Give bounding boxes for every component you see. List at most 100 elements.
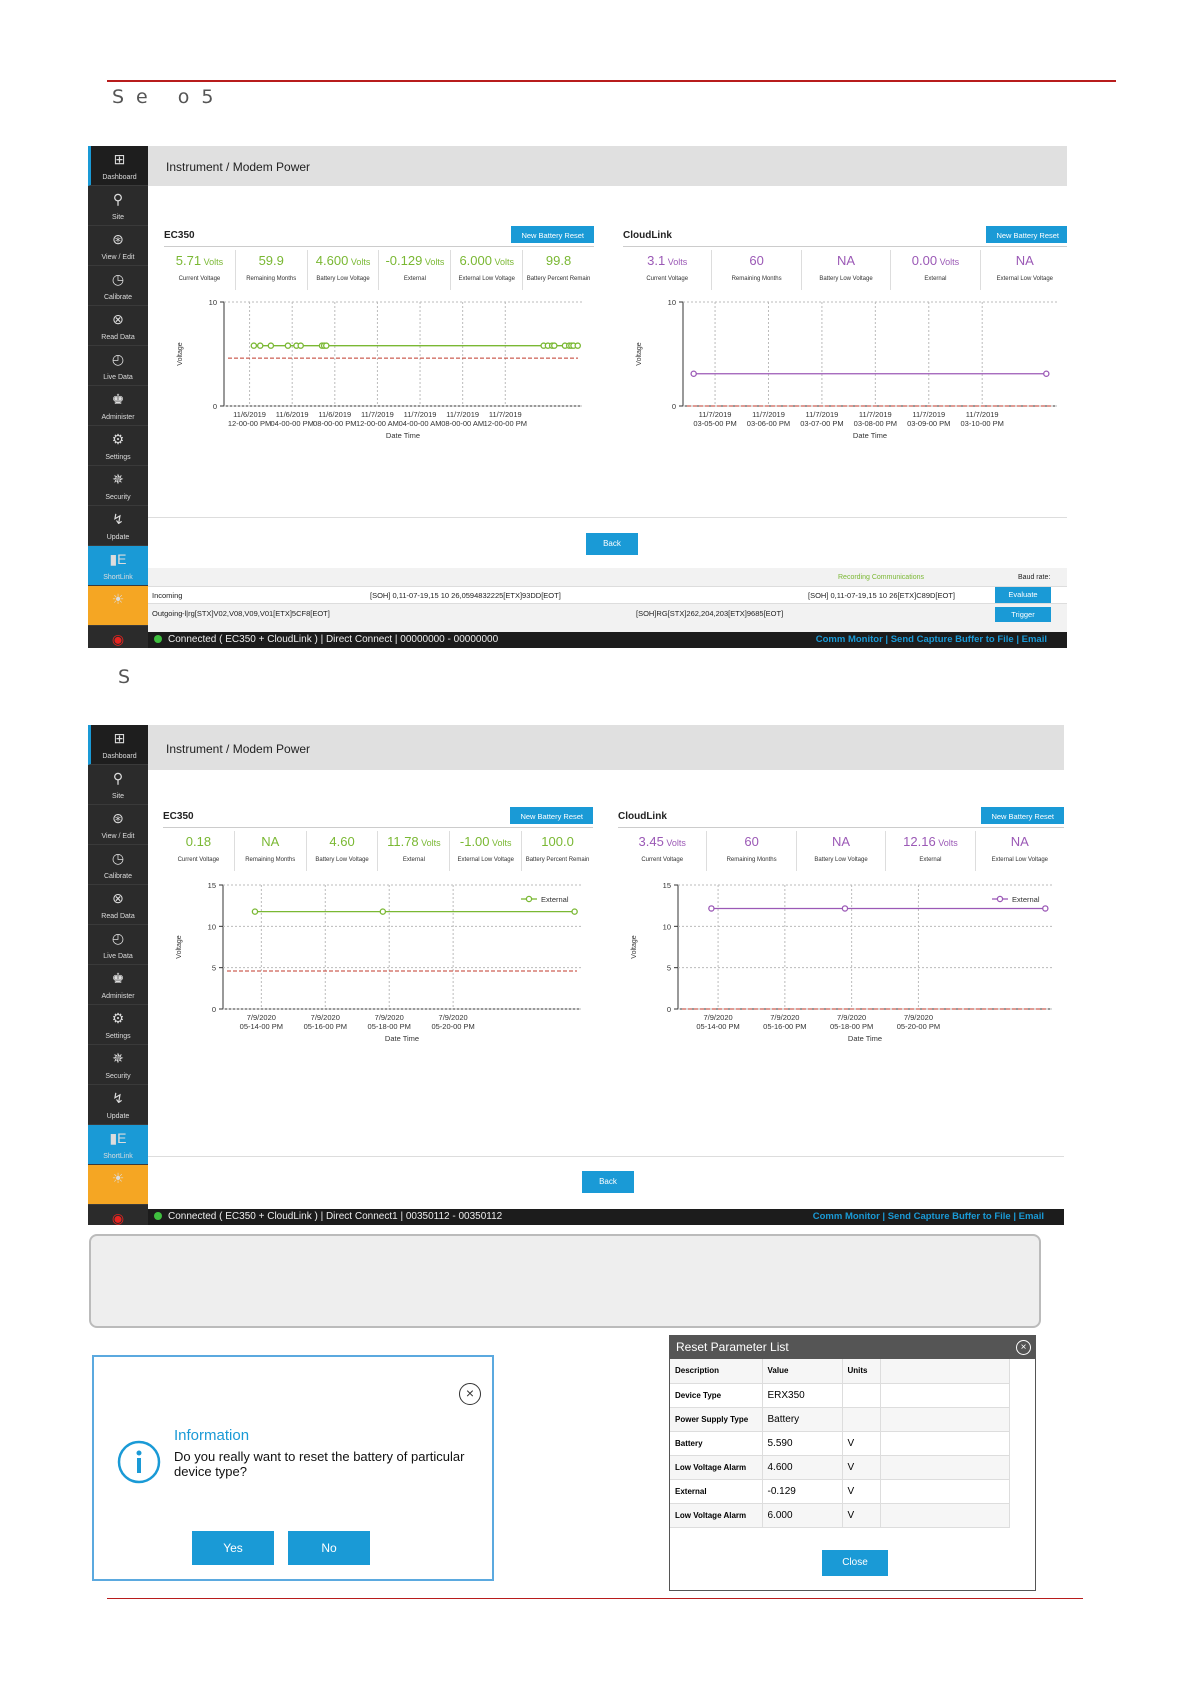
metric-value: 0.18	[185, 834, 212, 849]
x-tick-label: 7/9/2020	[311, 1013, 340, 1022]
metrics-row: 3.1 Volts Current Voltage 60 Remaining Mont…	[623, 250, 1067, 290]
sidebar-item-dashboard[interactable]: ⊞ Dashboard	[88, 725, 148, 765]
close-icon[interactable]: ×	[459, 1383, 481, 1405]
back-button[interactable]: Back	[586, 533, 638, 555]
new-battery-reset-button[interactable]: New Battery Reset	[511, 226, 594, 243]
status-links[interactable]: Comm Monitor | Send Capture Buffer to Fi…	[812, 1211, 1044, 1222]
y-tick-label: 5	[212, 964, 216, 973]
sidebar-item-shortlink[interactable]: ▮E ShortLink	[88, 1125, 148, 1165]
sidebar-item-live-data[interactable]: ◴ Live Data	[88, 346, 148, 386]
incoming-data-2: [SOH] 0,11-07-19,15 10 26[ETX]C89D[EOT]	[808, 591, 956, 600]
metric-value: 3.45 Volts	[638, 834, 686, 849]
metric-label: Battery Low Voltage	[315, 857, 369, 863]
table-cell	[842, 1407, 881, 1432]
table-cell: V	[842, 1503, 881, 1528]
evaluate-button[interactable]: Evaluate	[995, 587, 1051, 603]
status-links[interactable]: Comm Monitor | Send Capture Buffer to Fi…	[815, 634, 1047, 645]
sidebar-item-site[interactable]: ⚲ Site	[88, 186, 148, 226]
yes-button[interactable]: Yes	[192, 1531, 274, 1565]
x-axis-label: Date Time	[848, 1034, 882, 1043]
sidebar-item-label: Dashboard	[102, 174, 137, 181]
metric-unit: Volts	[418, 838, 441, 848]
metric-value: 6.000 Volts	[459, 253, 514, 268]
sidebar-item-update[interactable]: ↯ Update	[88, 1085, 148, 1125]
page-title: Instrument / Modem Power	[148, 725, 1064, 770]
back-button[interactable]: Back	[582, 1171, 634, 1193]
sidebar-item-site[interactable]: ⚲ Site	[88, 765, 148, 805]
close-icon[interactable]: ×	[1016, 1340, 1031, 1355]
table-row: Battery 5.590 V	[670, 1431, 1010, 1456]
sidebar-item-power[interactable]: ☀	[88, 1165, 148, 1205]
sidebar-item-label: Dashboard	[102, 753, 137, 760]
sidebar-item-shortlink[interactable]: ▮E ShortLink	[88, 546, 148, 586]
sidebar-item-security[interactable]: ✵ Security	[88, 466, 148, 506]
metric-value: -0.129 Volts	[385, 253, 445, 268]
read-data-icon: ⊗	[112, 311, 124, 327]
dialog-header: Reset Parameter List ×	[670, 1336, 1035, 1359]
sidebar-item-update[interactable]: ↯ Update	[88, 506, 148, 546]
site-icon: ⚲	[112, 770, 124, 786]
metric-value: -1.00 Volts	[459, 834, 512, 849]
table-row: Low Voltage Alarm 6.000 V	[670, 1503, 1010, 1528]
data-point	[574, 342, 581, 349]
metric-value: 0.00 Volts	[911, 253, 960, 268]
sidebar-item-administer[interactable]: ♚ Administer	[88, 386, 148, 426]
sidebar-item-security[interactable]: ✵ Security	[88, 1045, 148, 1085]
sidebar-item-settings[interactable]: ⚙ Settings	[88, 1005, 148, 1045]
metric: -0.129 Volts External	[379, 250, 452, 290]
table-cell: Battery	[670, 1431, 763, 1456]
sidebar-item-view-edit[interactable]: ⊛ View / Edit	[88, 805, 148, 845]
metric-label: Current Voltage	[177, 857, 220, 863]
y-tick-label: 15	[663, 881, 671, 890]
metric-unit: Volts	[491, 257, 514, 267]
close-button[interactable]: Close	[822, 1550, 888, 1576]
y-tick-label: 15	[208, 881, 216, 890]
y-tick-label: 10	[209, 298, 217, 307]
sidebar-item-power[interactable]: ☀	[88, 586, 148, 626]
x-tick-label: 05-16-00 PM	[304, 1022, 347, 1031]
metric-label: Battery Low Voltage	[316, 276, 370, 282]
y-tick-label: 10	[208, 922, 216, 931]
metric-label: Remaining Months	[726, 857, 777, 863]
sidebar-item-live-data[interactable]: ◴ Live Data	[88, 925, 148, 965]
sidebar-item-read-data[interactable]: ⊗ Read Data	[88, 885, 148, 925]
sidebar-item-administer[interactable]: ♚ Administer	[88, 965, 148, 1005]
metric-unit: Volts	[489, 838, 512, 848]
sidebar: ⊞ Dashboard ⚲ Site ⊛ View / Edit ◷ Calibrate ⊗ Re…	[88, 146, 148, 648]
sidebar-item-label: Calibrate	[103, 873, 132, 880]
new-battery-reset-button[interactable]: New Battery Reset	[510, 807, 593, 824]
settings-icon: ⚙	[111, 1010, 125, 1026]
y-tick-label: 10	[668, 298, 676, 307]
sidebar-item-read-data[interactable]: ⊗ Read Data	[88, 306, 148, 346]
sidebar-item-disconnect[interactable]: ◉Disconnect	[88, 626, 148, 648]
sidebar-item-dashboard[interactable]: ⊞ Dashboard	[88, 146, 148, 186]
sidebar-item-label: Live Data	[103, 953, 133, 960]
screenshot-2: ⊞ Dashboard ⚲ Site ⊛ View / Edit ◷ Calibrate ⊗ Re…	[88, 725, 1064, 1225]
sidebar-item-label: Settings	[105, 1033, 131, 1040]
sidebar-item-label: ShortLink	[103, 1153, 133, 1160]
dialog-message: Do you really want to reset the battery …	[174, 1449, 465, 1479]
x-tick-label: 11/7/2019	[489, 410, 522, 419]
metric: NA Battery Low Voltage	[797, 831, 887, 871]
sidebar-item-view-edit[interactable]: ⊛ View / Edit	[88, 226, 148, 266]
trigger-button[interactable]: Trigger	[995, 607, 1051, 622]
x-tick-label: 08-00-00 AM	[441, 419, 484, 428]
x-tick-label: 12-00-00 AM	[356, 419, 399, 428]
new-battery-reset-button[interactable]: New Battery Reset	[981, 807, 1064, 824]
sidebar-item-calibrate[interactable]: ◷ Calibrate	[88, 266, 148, 306]
x-tick-label: 04-00-00 AM	[399, 419, 442, 428]
data-point	[571, 908, 578, 915]
data-point	[1043, 370, 1050, 378]
data-point	[379, 908, 387, 915]
sidebar-item-calibrate[interactable]: ◷ Calibrate	[88, 845, 148, 885]
x-axis-label: Date Time	[385, 1034, 419, 1043]
table-header: Value	[762, 1359, 843, 1384]
no-button[interactable]: No	[288, 1531, 370, 1565]
parameter-table: Description Value Units Device Type ERX350 Po…	[670, 1359, 1010, 1528]
table-cell: Low Voltage Alarm	[670, 1503, 763, 1528]
sidebar-item-settings[interactable]: ⚙ Settings	[88, 426, 148, 466]
x-tick-label: 05-14-00 PM	[696, 1022, 739, 1031]
new-battery-reset-button[interactable]: New Battery Reset	[986, 226, 1067, 243]
sidebar-item-disconnect[interactable]: ◉Disconnect	[88, 1205, 148, 1225]
sidebar-item-label: View / Edit	[101, 833, 135, 840]
